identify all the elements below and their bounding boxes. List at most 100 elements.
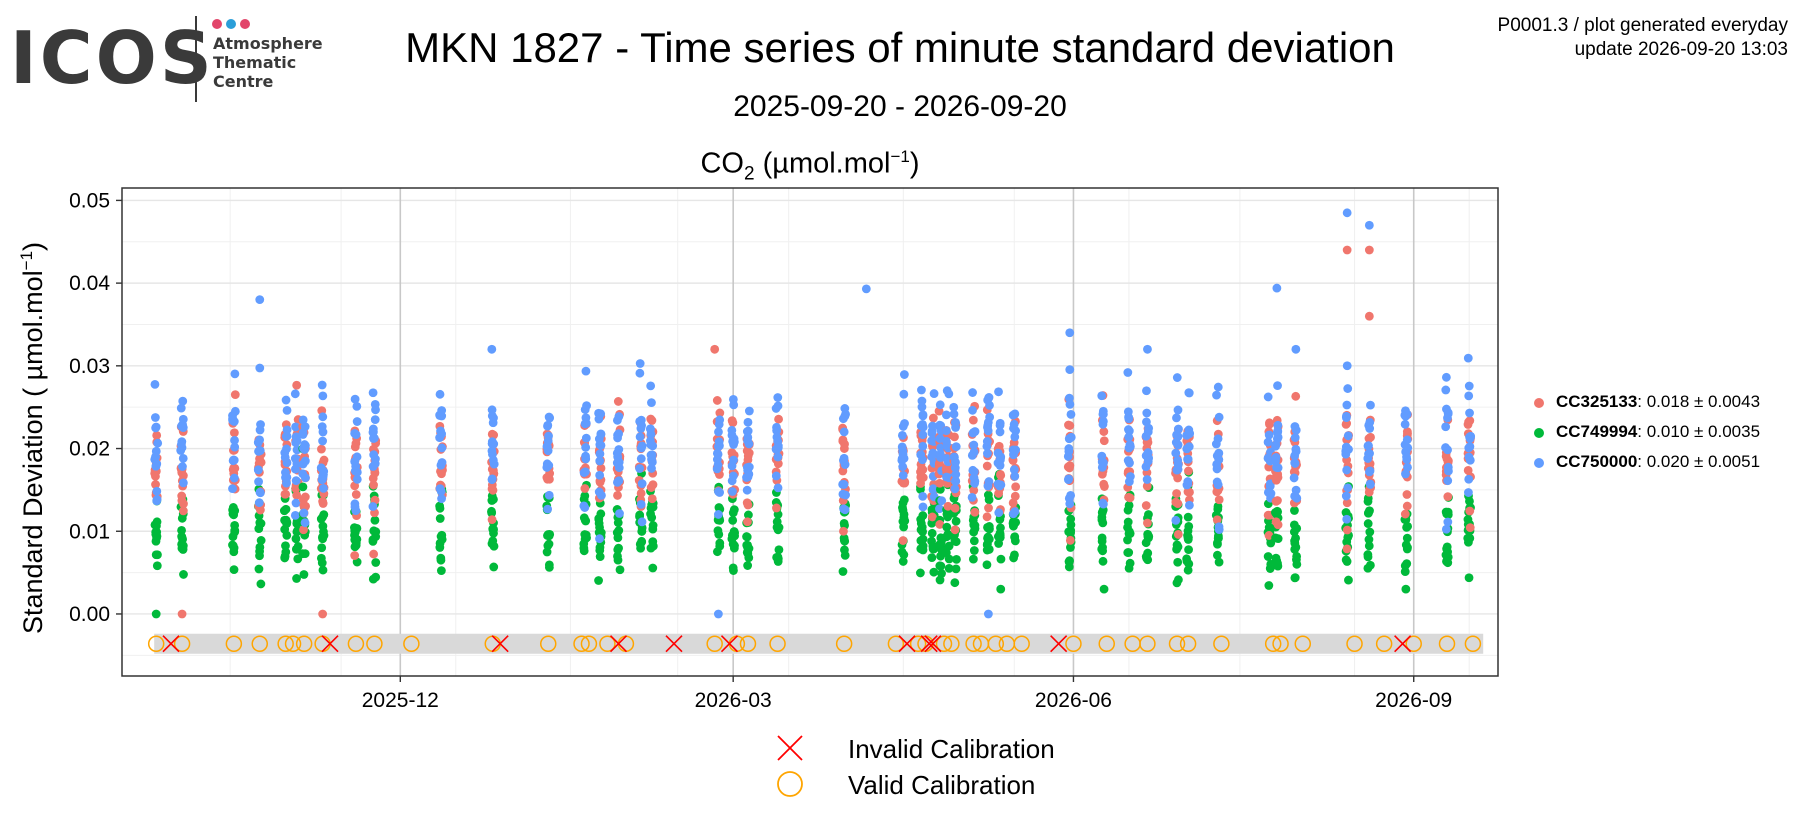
data-point-cc749994: [300, 549, 310, 559]
legend-item-invalid-calibration: Invalid Calibration: [770, 730, 1130, 766]
data-point-cc750000: [594, 414, 604, 424]
data-point-cc750000: [636, 443, 646, 453]
data-point-cc750000: [350, 499, 360, 509]
data-point-cc325133: [982, 512, 992, 522]
logo-dot: [240, 19, 250, 29]
data-point-cc750000: [993, 448, 1003, 458]
data-point-cc749994: [899, 495, 909, 505]
data-point-cc749994: [1123, 548, 1133, 557]
data-point-cc750000: [744, 439, 754, 449]
data-point-cc750000: [282, 405, 292, 415]
data-point-cc750000: [995, 420, 1005, 430]
data-point-cc749994: [648, 521, 658, 530]
data-point-cc750000: [1441, 385, 1451, 395]
data-point-cc750000: [488, 449, 497, 459]
data-point-cc749994: [298, 482, 308, 492]
data-point-cc749994: [1273, 534, 1283, 544]
plot-title-unit: (µmol.mol: [754, 147, 891, 180]
data-point-cc750000: [928, 448, 938, 458]
data-point-cc749994: [1364, 535, 1374, 544]
legend-label: Invalid Calibration: [848, 734, 1055, 764]
data-point-cc749994: [1125, 558, 1135, 568]
data-point-cc750000: [151, 423, 161, 433]
data-point-cc750000: [254, 477, 263, 487]
data-point-cc749994: [1098, 556, 1108, 566]
legend-item-stats: : 0.020 ± 0.0051: [1637, 452, 1761, 471]
data-point-cc325133: [369, 480, 378, 490]
valid-calibration-marker: [1272, 635, 1289, 652]
data-point-cc749994: [840, 545, 849, 555]
data-point-cc750000: [861, 284, 871, 294]
data-point-cc749994: [281, 541, 290, 551]
data-point-cc750000: [1342, 465, 1352, 475]
valid-calibration-marker: [366, 635, 383, 652]
data-point-cc749994: [1184, 559, 1194, 569]
valid-calibration-marker: [1464, 635, 1482, 652]
data-point-cc749994: [1124, 529, 1134, 539]
data-point-cc750000: [1342, 514, 1352, 524]
data-point-cc750000: [771, 471, 781, 481]
data-point-cc325133: [984, 503, 993, 513]
data-point-cc750000: [950, 484, 960, 494]
data-point-cc750000: [1401, 406, 1410, 416]
data-point-cc749994: [1066, 528, 1076, 538]
valid-calibration-marker: [251, 635, 269, 652]
data-point-cc750000: [1291, 344, 1301, 354]
valid-calibration-marker: [573, 635, 590, 652]
data-point-cc325133: [970, 507, 980, 517]
y-axis-label-main: Standard Deviation ( µmol.mol: [18, 270, 48, 634]
data-point-cc325133: [318, 609, 328, 619]
data-point-cc750000: [1464, 474, 1474, 484]
data-point-cc749994: [928, 541, 938, 551]
data-point-cc750000: [1143, 456, 1153, 466]
data-point-cc750000: [1342, 400, 1352, 410]
data-point-cc749994: [942, 509, 952, 519]
data-point-cc750000: [369, 433, 379, 443]
data-point-cc749994: [281, 516, 291, 526]
data-point-cc750000: [1124, 425, 1133, 434]
data-point-cc325133: [1212, 487, 1222, 497]
data-point-cc749994: [951, 537, 961, 547]
data-point-cc750000: [1173, 440, 1183, 450]
data-point-cc750000: [595, 470, 605, 480]
data-point-cc750000: [1142, 386, 1151, 396]
y-axis-label: Standard Deviation ( µmol.mol−1): [17, 242, 48, 634]
data-point-cc325133: [994, 489, 1004, 498]
data-point-cc750000: [1290, 491, 1300, 501]
data-point-cc749994: [177, 526, 186, 535]
data-point-cc750000: [291, 422, 300, 432]
valid-calibration-marker: [1098, 635, 1115, 652]
data-point-cc325133: [968, 415, 978, 425]
data-point-cc750000: [176, 403, 186, 413]
data-point-cc749994: [291, 534, 301, 544]
data-point-cc749994: [1442, 542, 1452, 552]
data-point-cc325133: [950, 432, 959, 442]
data-point-cc749994: [489, 562, 499, 572]
data-point-cc750000: [542, 463, 552, 472]
valid-calibration-marker: [706, 635, 723, 652]
data-point-cc325133: [1141, 501, 1151, 510]
data-point-cc750000: [437, 443, 447, 453]
data-point-cc750000: [437, 429, 447, 439]
data-point-cc749994: [996, 554, 1006, 564]
data-point-cc749994: [1365, 560, 1375, 570]
data-point-cc325133: [350, 551, 360, 560]
data-point-cc750000: [178, 462, 187, 471]
data-point-cc750000: [595, 449, 605, 459]
data-point-cc325133: [255, 454, 264, 464]
data-point-cc749994: [436, 566, 446, 576]
legend-color-dot: [1534, 458, 1544, 468]
data-point-cc750000: [612, 415, 622, 425]
data-point-cc325133: [1364, 434, 1374, 443]
data-point-cc749994: [944, 541, 954, 551]
data-point-cc750000: [1184, 388, 1194, 398]
data-point-cc750000: [580, 503, 590, 512]
valid-calibration-marker: [909, 635, 927, 652]
data-point-cc750000: [317, 380, 327, 390]
data-point-cc750000: [1443, 517, 1453, 527]
data-point-cc750000: [994, 508, 1004, 518]
data-point-cc325133: [743, 500, 753, 510]
data-point-cc750000: [951, 417, 960, 427]
data-point-cc325133: [839, 526, 848, 536]
data-point-cc750000: [1402, 455, 1412, 464]
